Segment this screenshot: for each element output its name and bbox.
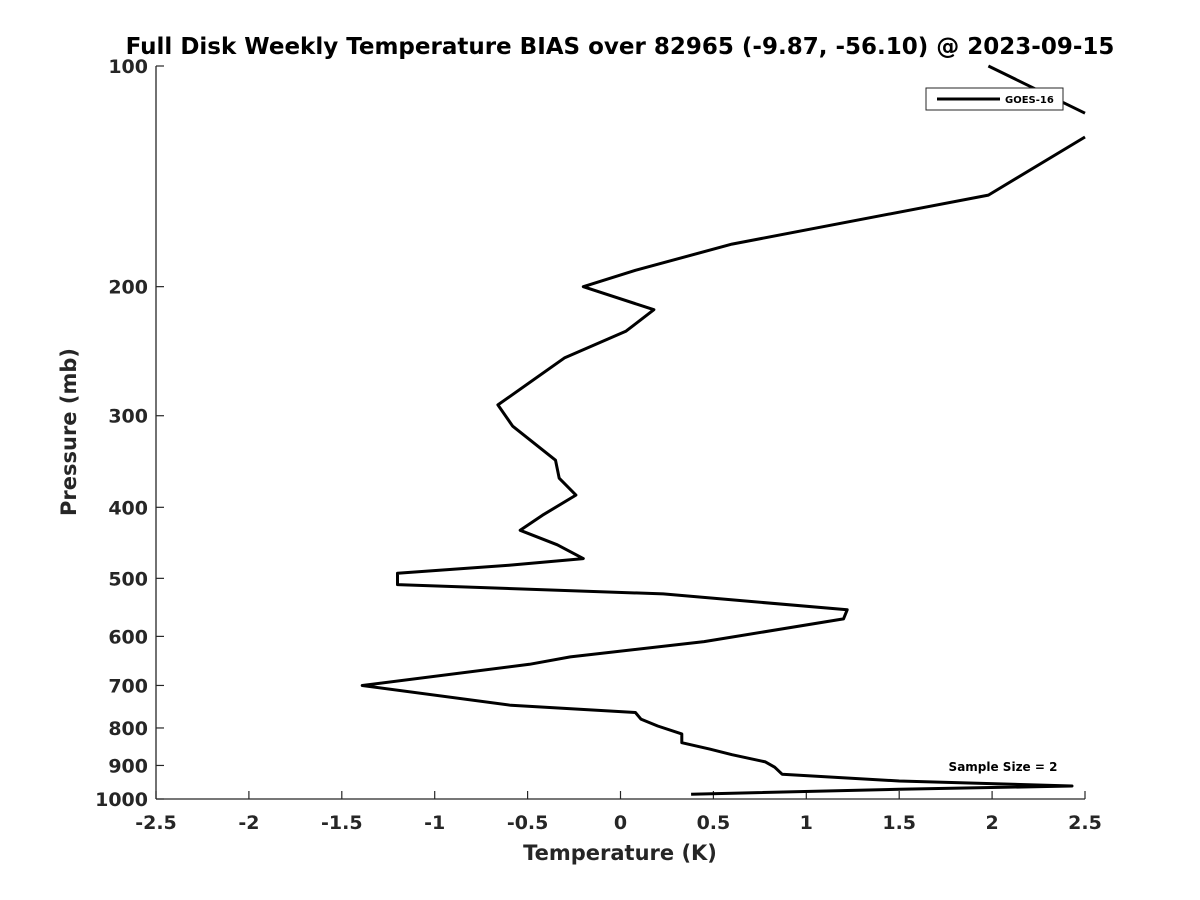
x-tick-label: 0 bbox=[614, 812, 627, 834]
y-tick-label: 100 bbox=[108, 56, 148, 78]
x-ticks: -2.5 -2 -1.5 -1 -0.5 0 0.5 1 1.5 2 2.5 bbox=[135, 791, 1102, 834]
x-tick-label: -2.5 bbox=[135, 812, 177, 834]
sample-size-annotation: Sample Size = 2 bbox=[949, 760, 1058, 774]
legend: GOES-16 bbox=[925, 87, 1064, 111]
x-axis-label: Temperature (K) bbox=[523, 841, 717, 865]
x-tick-label: -1 bbox=[424, 812, 445, 834]
y-tick-label: 500 bbox=[108, 568, 148, 590]
x-tick-label: -2 bbox=[238, 812, 259, 834]
x-tick-label: 1 bbox=[800, 812, 813, 834]
y-tick-label: 900 bbox=[108, 755, 148, 777]
y-tick-label: 200 bbox=[108, 277, 148, 299]
y-ticks: 100 200 300 400 500 600 700 800 900 1000 bbox=[95, 56, 164, 811]
chart-title: Full Disk Weekly Temperature BIAS over 8… bbox=[126, 34, 1115, 60]
x-tick-label: -0.5 bbox=[507, 812, 549, 834]
series-line bbox=[360, 135, 1086, 796]
y-tick-label: 600 bbox=[108, 626, 148, 648]
y-tick-label: 800 bbox=[108, 718, 148, 740]
x-tick-label: 2.5 bbox=[1068, 812, 1102, 834]
x-tick-label: -1.5 bbox=[321, 812, 363, 834]
x-tick-label: 1.5 bbox=[882, 812, 916, 834]
y-tick-label: 700 bbox=[108, 675, 148, 697]
y-tick-label: 300 bbox=[108, 406, 148, 428]
x-tick-label: 0.5 bbox=[697, 812, 731, 834]
y-axis-label: Pressure (mb) bbox=[57, 348, 81, 516]
legend-label: GOES-16 bbox=[1005, 95, 1054, 106]
y-tick-label: 1000 bbox=[95, 789, 148, 811]
x-tick-label: 2 bbox=[985, 812, 998, 834]
y-tick-label: 400 bbox=[108, 497, 148, 519]
